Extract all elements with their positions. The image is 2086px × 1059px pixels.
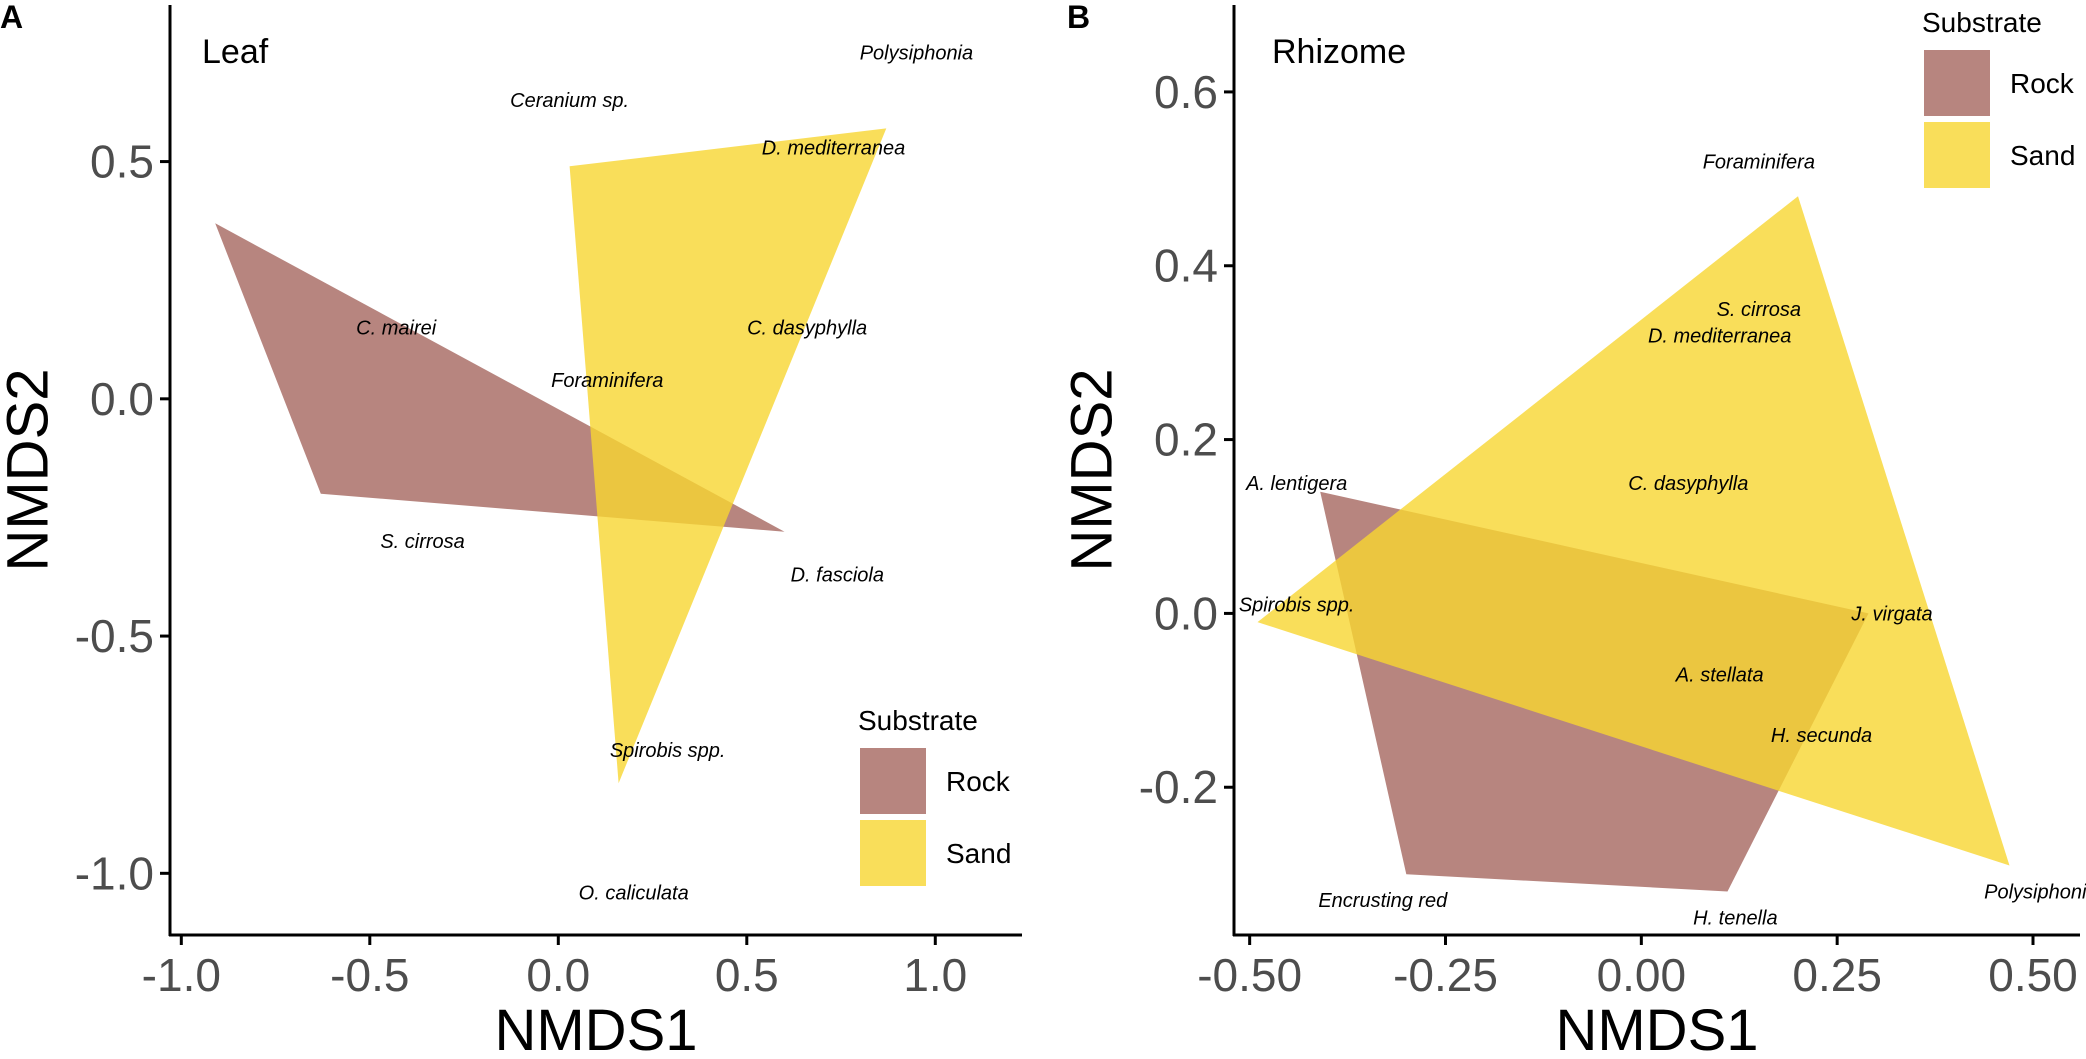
species-label: H. secunda [1771, 725, 1872, 747]
species-label: O. caliculata [579, 882, 689, 904]
species-label: S. cirrosa [1717, 299, 1801, 321]
panel-letter: B [1067, 0, 1090, 35]
x-tick-label: 0.0 [526, 949, 590, 1001]
legend-swatch-sand [860, 820, 926, 886]
species-label: C. dasyphylla [1628, 473, 1748, 495]
species-label: H. tenella [1693, 908, 1778, 930]
legend-label-rock: Rock [946, 766, 1011, 797]
y-tick-label: -0.5 [75, 610, 154, 662]
x-tick-label: -0.5 [330, 949, 409, 1001]
x-tick-label: 0.00 [1597, 949, 1687, 1001]
species-label: Polysiphonia [860, 42, 973, 64]
species-label: Spirobis spp. [610, 740, 726, 762]
x-tick-label: 0.50 [1988, 949, 2078, 1001]
y-axis-title: NMDS2 [0, 368, 61, 571]
panel-title: Leaf [202, 33, 269, 71]
species-label: J. virgata [1850, 603, 1932, 625]
legend-swatch-rock [1924, 50, 1990, 116]
species-label: Ceranium sp. [510, 90, 629, 112]
species-label: Foraminifera [551, 370, 663, 392]
species-label: D. fasciola [791, 564, 884, 586]
legend-label-rock: Rock [2010, 68, 2075, 99]
legend-label-sand: Sand [2010, 140, 2075, 171]
y-tick-label: 0.0 [1154, 587, 1218, 639]
panel-letter: A [0, 0, 23, 35]
y-tick-label: 0.6 [1154, 66, 1218, 118]
species-label: Encrusting red [1318, 890, 1448, 912]
species-label: Spirobis spp. [1239, 595, 1355, 617]
legend-title: Substrate [1922, 7, 2042, 38]
y-tick-label: -0.2 [1139, 761, 1218, 813]
legend: Substrate Rock Sand [1922, 7, 2075, 188]
y-tick-label: 0.4 [1154, 240, 1218, 292]
species-label: C. mairei [356, 318, 437, 340]
hull-sand [569, 128, 887, 784]
legend-label-sand: Sand [946, 838, 1011, 869]
x-tick-label: 0.25 [1792, 949, 1882, 1001]
y-tick-label: 0.2 [1154, 414, 1218, 466]
y-axis-title: NMDS2 [1060, 368, 1125, 571]
x-tick-label: -0.25 [1393, 949, 1498, 1001]
x-tick-label: 0.5 [715, 949, 779, 1001]
y-tick-label: 0.0 [90, 373, 154, 425]
species-label: D. mediterranea [1648, 325, 1791, 347]
panel-title: Rhizome [1272, 33, 1406, 71]
hull-sand [1257, 196, 2010, 866]
x-axis-title: NMDS1 [494, 998, 697, 1059]
panel-b: -0.50 -0.25 0.00 0.25 0.50 -0.2 0.0 0.2 0.4 0.6 NM… [1060, 0, 2086, 1059]
x-tick-label: -1.0 [142, 949, 221, 1001]
legend-swatch-sand [1924, 122, 1990, 188]
species-label: D. mediterranea [762, 137, 905, 159]
legend-title: Substrate [858, 705, 978, 736]
x-axis-title: NMDS1 [1555, 998, 1758, 1059]
x-tick-label: -0.50 [1197, 949, 1302, 1001]
species-label: A. lentigera [1245, 473, 1347, 495]
panel-a: -1.0 -0.5 0.0 0.5 1.0 -1.0 -0.5 0.0 0.5 NMDS1 NMDS… [0, 0, 1022, 1059]
legend: Substrate Rock Sand [858, 705, 1011, 886]
y-tick-label: -1.0 [75, 847, 154, 899]
species-label: A. stellata [1675, 664, 1764, 686]
x-tick-label: 1.0 [903, 949, 967, 1001]
species-label: Foraminifera [1703, 151, 1815, 173]
species-label: Polysiphonia [1984, 882, 2086, 904]
species-label: C. dasyphylla [747, 318, 867, 340]
y-tick-label: 0.5 [90, 136, 154, 188]
legend-swatch-rock [860, 748, 926, 814]
species-label: S. cirrosa [380, 531, 464, 553]
